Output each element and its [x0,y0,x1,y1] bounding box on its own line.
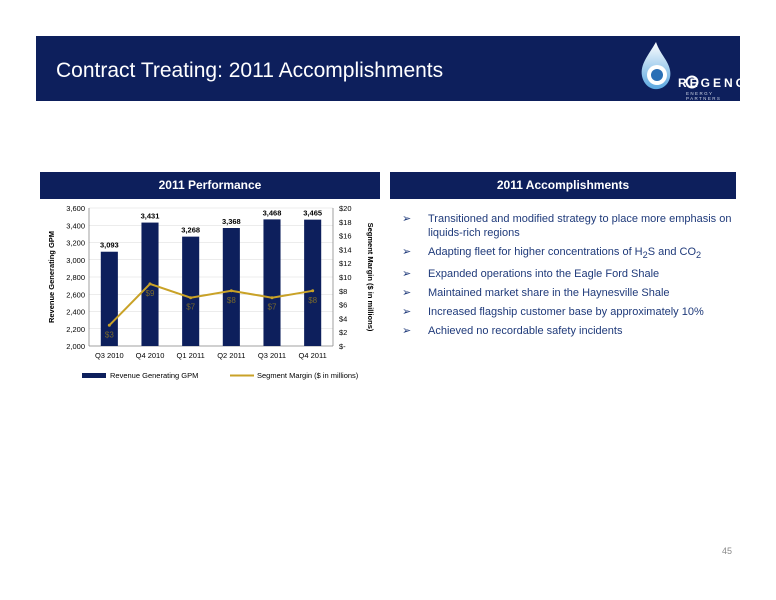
title-bar: Contract Treating: 2011 Accomplishments … [36,36,755,102]
y2-tick-label: $18 [339,218,352,227]
y2-tick-label: $12 [339,259,352,268]
bar-data-label: 3,368 [222,217,241,226]
y2-tick-label: $4 [339,314,347,323]
y2-tick-label: $16 [339,232,352,241]
line-data-label: $7 [186,303,195,312]
logo-wordmark: REGENCY [678,76,759,90]
y-axis-title: Revenue Generating GPM [47,231,56,323]
x-tick-label: Q1 2011 [177,351,205,360]
bar [100,251,118,346]
line-point [189,296,193,300]
y2-tick-label: $20 [339,204,352,213]
y2-axis-title: Segment Margin ($ in millions) [366,223,375,332]
line-point [311,289,315,293]
accomplishments-header: 2011 Accomplishments [390,172,736,199]
line-point [270,296,274,300]
y-tick-label: 2,000 [66,342,85,351]
y2-tick-label: $10 [339,273,352,282]
arrow-bullet-icon: ➢ [402,287,412,300]
performance-chart: 2,000 2,200 2,400 2,600 2,800 3,000 3,200 3,400… [47,204,375,380]
accomplishments-list: ➢ Transitioned and modified strategy to p… [396,212,736,343]
y2-tick-label: $- [339,342,346,351]
bullet-text: Maintained market share in the Haynesvil… [428,287,670,300]
y-tick-label: 2,600 [66,290,85,299]
legend-label-bars: Revenue Generating GPM [110,371,198,380]
x-tick-label: Q3 2010 [95,351,124,360]
bullet-item: ➢ Increased flagship customer base by app… [396,305,736,319]
line-point [107,323,111,327]
y-tick-label: 2,400 [66,308,85,317]
y-tick-label: 3,400 [66,221,85,230]
arrow-bullet-icon: ➢ [402,325,412,338]
line-point [148,282,152,286]
y-tick-label: 3,600 [66,204,85,213]
bullet-item: ➢ Achieved no recordable safety incidents [396,324,736,338]
bullet-text-pre: Adapting fleet for higher concentrations… [428,246,643,258]
bar-data-label: 3,093 [100,241,119,250]
page-number: 45 [721,546,732,556]
bullet-text-mid: S and CO [647,246,697,258]
bar-data-label: 3,431 [141,212,160,221]
y-tick-label: 2,800 [66,273,85,282]
arrow-bullet-icon: ➢ [402,213,412,225]
subscript-2: 2 [642,250,648,261]
bar-data-label: 3,268 [181,226,200,235]
segment-margin-line [108,282,313,327]
y2-tick-label: $2 [339,328,347,337]
bullet-item: ➢ Expanded operations into the Eagle Ford… [396,267,736,281]
arrow-bullet-icon: ➢ [402,246,412,258]
flame-icon [641,42,699,90]
y-tick-label: 3,200 [66,239,85,248]
arrow-bullet-icon: ➢ [402,306,412,319]
line-data-label: $3 [105,330,114,339]
logo-subtitle: ENERGY PARTNERS [686,91,722,101]
line-data-label: $8 [227,296,236,305]
line-data-label: $7 [268,303,277,312]
y2-tick-label: $6 [339,301,347,310]
y2-tick-label: $14 [339,245,352,254]
bullet-item: ➢ Adapting fleet for higher concentration… [396,245,736,262]
y-tick-label: 3,000 [66,256,85,265]
line-point [229,289,233,293]
bullet-text: Expanded operations into the Eagle Ford … [428,268,660,281]
bar-data-label: 3,465 [303,209,322,218]
bar [263,219,281,346]
legend-label-line: Segment Margin ($ in millions) [257,371,359,380]
line-data-label: $8 [308,296,317,305]
regency-logo: REGENCY ENERGY PARTNERS [634,40,755,102]
performance-header: 2011 Performance [40,172,380,199]
x-tick-label: Q4 2011 [299,351,327,360]
subscript-2: 2 [696,250,702,261]
bar [222,228,240,346]
bullet-item: ➢ Maintained market share in the Haynesvi… [396,286,736,300]
bullet-text: Achieved no recordable safety incidents [428,325,623,338]
bar [182,236,200,346]
bullet-text: Increased flagship customer base by appr… [428,306,704,319]
arrow-bullet-icon: ➢ [402,268,412,281]
line-data-label: $9 [146,289,155,298]
x-tick-label: Q2 2011 [217,351,245,360]
legend-swatch-bars [82,373,106,378]
x-tick-label: Q3 2011 [258,351,286,360]
bar [304,219,322,346]
y-tick-label: 2,200 [66,325,85,334]
bar-data-label: 3,468 [263,208,282,217]
x-tick-label: Q4 2010 [136,351,165,360]
bullet-text: Transitioned and modified strategy to pl… [428,213,732,239]
slide-title: Contract Treating: 2011 Accomplishments [56,59,444,82]
bullet-item: ➢ Transitioned and modified strategy to p… [396,212,736,240]
y2-tick-label: $8 [339,287,347,296]
